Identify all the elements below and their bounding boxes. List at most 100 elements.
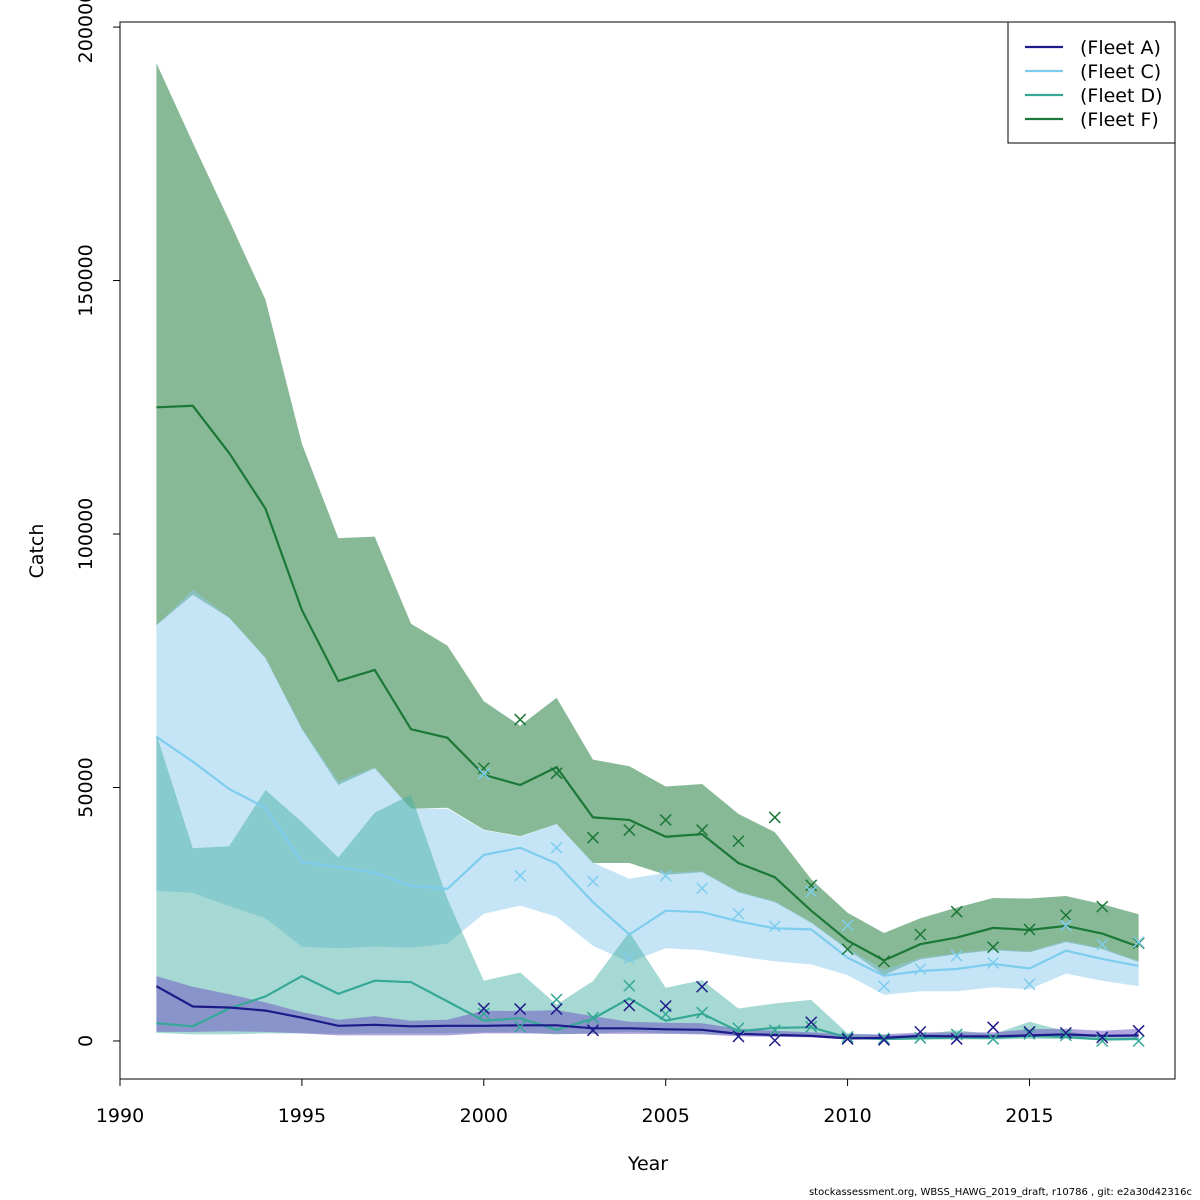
line-fleet-f [156, 404, 1139, 962]
point-fleet-a-2004 [623, 999, 636, 1012]
x-tick-label: 2015 [1005, 1105, 1053, 1127]
band-fleet-c [156, 589, 1139, 995]
point-fleet-d-2015 [1023, 1027, 1036, 1040]
point-fleet-f-2016 [1059, 909, 1072, 922]
legend-label-fleet-a: (Fleet A) [1080, 37, 1161, 59]
point-fleet-a-2002 [550, 1003, 563, 1016]
footer-credit: stockassessment.org, WBSS_HAWG_2019_draf… [808, 1187, 1192, 1198]
x-tick-label: 1990 [96, 1105, 144, 1127]
point-fleet-f-2014 [987, 941, 1000, 954]
point-fleet-c-2017 [1096, 938, 1109, 951]
point-fleet-f-2004 [623, 824, 636, 837]
legend-label-fleet-f: (Fleet F) [1080, 109, 1159, 131]
point-fleet-d-2003 [586, 1011, 599, 1024]
confidence-bands [156, 63, 1139, 1040]
legend-label-fleet-c: (Fleet C) [1080, 61, 1161, 83]
x-tick-label: 2010 [823, 1105, 871, 1127]
point-fleet-c-2004 [623, 952, 636, 965]
point-fleet-f-2012 [914, 928, 927, 941]
point-fleet-a-2017 [1096, 1031, 1109, 1044]
point-fleet-d-2004 [623, 979, 636, 992]
point-fleet-c-2002 [550, 841, 563, 854]
y-axis-label: Catch [26, 524, 48, 579]
point-fleet-d-2011 [877, 1032, 890, 1045]
point-fleet-a-2016 [1059, 1026, 1072, 1039]
point-fleet-f-2015 [1023, 923, 1036, 936]
point-fleet-a-2006 [696, 980, 709, 993]
point-fleet-c-2005 [659, 869, 672, 882]
point-fleet-d-2008 [768, 1024, 781, 1037]
point-fleet-a-2008 [768, 1034, 781, 1047]
line-fleet-c [155, 735, 1139, 977]
point-fleet-c-2009 [805, 885, 818, 898]
point-fleet-c-2003 [586, 875, 599, 888]
point-fleet-c-2014 [987, 956, 1000, 969]
x-tick-label: 2000 [460, 1105, 508, 1127]
point-fleet-a-2015 [1023, 1025, 1036, 1038]
point-fleet-d-2016 [1059, 1029, 1072, 1042]
y-tick-label: 100000 [75, 498, 97, 571]
point-fleet-f-2006 [696, 824, 709, 837]
point-fleet-a-2001 [514, 1003, 527, 1016]
point-fleet-c-2008 [768, 920, 781, 933]
series-lines [155, 404, 1139, 1041]
point-fleet-d-2000 [477, 1007, 490, 1020]
y-tick-label: 0 [75, 1035, 97, 1047]
band-fleet-f [156, 63, 1139, 976]
point-fleet-c-2011 [877, 980, 890, 993]
point-fleet-d-2002 [550, 993, 563, 1006]
point-fleet-d-2018 [1132, 1034, 1145, 1048]
point-fleet-f-2008 [768, 811, 781, 824]
y-tick-label: 150000 [75, 244, 97, 317]
point-fleet-c-2010 [841, 919, 854, 932]
point-fleet-a-2009 [805, 1016, 818, 1029]
point-fleet-a-2011 [877, 1033, 890, 1046]
point-fleet-a-2014 [987, 1021, 1000, 1034]
point-fleet-f-2017 [1096, 900, 1109, 913]
x-axis: 1990 1995 2000 2005 2010 2015 [96, 1078, 1054, 1127]
point-fleet-d-2010 [841, 1030, 854, 1043]
band-fleet-a [156, 976, 1139, 1040]
point-fleet-c-2000 [477, 767, 490, 780]
line-fleet-a [155, 985, 1139, 1040]
point-fleet-c-2012 [914, 962, 927, 976]
point-fleet-c-2016 [1059, 919, 1072, 932]
legend-box [1007, 21, 1176, 144]
band-fleet-d [156, 734, 1139, 1040]
point-fleet-c-2018 [1132, 936, 1145, 949]
point-fleet-c-2013 [950, 949, 963, 962]
x-tick-label: 1995 [278, 1105, 326, 1127]
observed-points [477, 713, 1145, 1048]
point-fleet-f-2009 [805, 879, 818, 892]
point-fleet-d-2012 [914, 1031, 927, 1044]
point-fleet-f-2000 [477, 762, 490, 775]
point-fleet-f-2010 [841, 943, 854, 956]
legend: (Fleet A)(Fleet C)(Fleet D)(Fleet F) [1007, 21, 1176, 144]
point-fleet-a-2005 [659, 999, 672, 1013]
point-fleet-d-2009 [805, 1020, 818, 1033]
point-fleet-a-2003 [586, 1024, 599, 1037]
y-tick-label: 50000 [75, 757, 97, 817]
point-fleet-a-2018 [1132, 1024, 1145, 1037]
point-fleet-d-2013 [950, 1028, 963, 1041]
point-fleet-f-2007 [732, 835, 745, 848]
point-fleet-c-2006 [696, 882, 709, 895]
y-tick-label: 200000 [75, 0, 97, 63]
legend-label-fleet-d: (Fleet D) [1080, 85, 1163, 107]
point-fleet-d-2014 [987, 1032, 1000, 1045]
point-fleet-a-2012 [914, 1025, 927, 1038]
point-fleet-f-2005 [659, 813, 672, 826]
point-fleet-c-2015 [1023, 978, 1036, 991]
y-axis: 0 50000 100000 150000 200000 [75, 0, 121, 1047]
point-fleet-c-2001 [514, 869, 527, 882]
point-fleet-a-2010 [841, 1032, 854, 1045]
point-fleet-f-2001 [514, 713, 527, 726]
point-fleet-f-2013 [950, 905, 963, 918]
point-fleet-d-2001 [514, 1020, 527, 1033]
point-fleet-f-2011 [877, 955, 890, 968]
x-axis-label: Year [627, 1153, 668, 1175]
point-fleet-a-2007 [732, 1030, 745, 1043]
point-fleet-c-2007 [732, 907, 745, 920]
point-fleet-f-2002 [550, 767, 563, 780]
